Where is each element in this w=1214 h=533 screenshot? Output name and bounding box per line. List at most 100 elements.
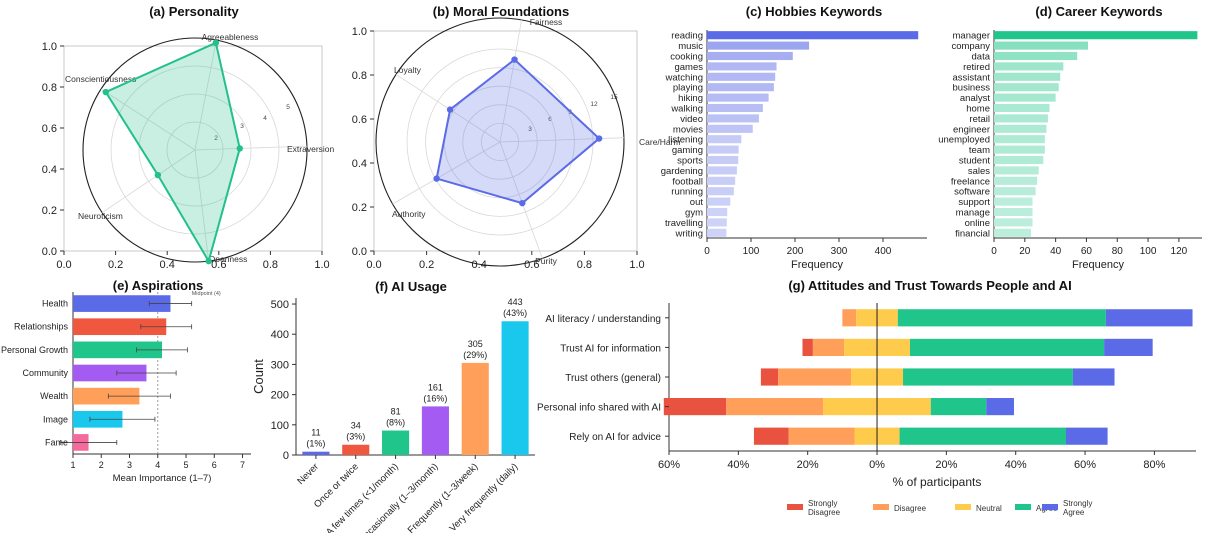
x-axis-label: Frequency xyxy=(791,259,843,271)
x-tick-label: 60 xyxy=(1081,246,1093,257)
bar-segment-strongly-agree xyxy=(1104,338,1153,356)
bar xyxy=(501,321,529,455)
bar xyxy=(707,187,734,196)
bar-segment-strongly-disagree xyxy=(760,368,779,386)
bar-category-label: Trust others (general) xyxy=(565,373,661,384)
radar-axis-label: Openness xyxy=(209,254,248,264)
frame-x-tick-label: 1.0 xyxy=(314,259,329,271)
bar xyxy=(707,207,728,217)
bar-category-label: reading xyxy=(671,31,703,42)
frame-x-tick-label: 1.0 xyxy=(629,259,644,271)
radar-spoke xyxy=(194,149,210,262)
radar-outer-ring xyxy=(82,37,308,263)
x-tick-label: 200 xyxy=(787,246,804,257)
bar-value-label: 34 xyxy=(351,421,361,431)
bar-value-label: 161 xyxy=(428,382,443,392)
radar-data-point xyxy=(511,56,518,63)
bar xyxy=(994,31,1198,40)
bar xyxy=(707,218,727,227)
bar-percent-label: (16%) xyxy=(423,393,447,403)
frame-y-tick-label: 0.8 xyxy=(352,70,367,82)
bar-percent-label: (3%) xyxy=(346,432,365,442)
bar-category-label: Personal info shared with AI xyxy=(537,403,661,414)
radar-data-point xyxy=(212,39,220,47)
bar-category-label: playing xyxy=(673,83,703,94)
frame-axes-box xyxy=(373,30,638,252)
bar-segment-strongly-agree xyxy=(1065,427,1108,445)
bar-category-label: Community xyxy=(22,368,68,378)
radar-data-point xyxy=(433,175,440,182)
bar-category-label: online xyxy=(965,218,990,229)
bar xyxy=(73,341,162,359)
bar xyxy=(73,318,167,336)
radar-axis-label: Loyalty xyxy=(394,65,422,75)
bar-category-label: hiking xyxy=(678,93,703,104)
bar-category-label: travelling xyxy=(665,218,703,229)
chart-title: (c) Hobbies Keywords xyxy=(746,4,883,19)
radar-gridline-ring xyxy=(425,67,575,217)
chart-title: (d) Career Keywords xyxy=(1035,4,1162,19)
bar-category-label: team xyxy=(969,145,990,156)
bar xyxy=(707,72,776,81)
bar xyxy=(994,176,1038,185)
x-tick-label: 40% xyxy=(727,459,749,471)
bar-category-label: Image xyxy=(43,414,68,424)
legend-label: Neutral xyxy=(976,504,1002,513)
bar-category-label: Wealth xyxy=(40,391,68,401)
radar-gridline-ring xyxy=(110,65,280,235)
bar xyxy=(994,207,1033,217)
radar-tick-label: 3 xyxy=(240,123,244,130)
frame-y-tick-label: 0.4 xyxy=(352,158,367,170)
x-tick-label: 100 xyxy=(1140,246,1157,257)
bar xyxy=(707,166,737,175)
bar-percent-label: (1%) xyxy=(306,439,325,449)
legend-swatch xyxy=(1015,504,1031,510)
bar-category-label: walking xyxy=(670,104,703,115)
bar xyxy=(994,103,1050,113)
bar-category-label: running xyxy=(671,187,703,198)
x-tick-label: 4 xyxy=(155,460,160,470)
radar-gridline-ring xyxy=(480,123,519,162)
bar xyxy=(707,62,777,71)
y-tick-label: 100 xyxy=(271,420,289,432)
bar-segment-agree xyxy=(899,427,1066,445)
radar-axis-label: Conscientiousness xyxy=(65,74,136,84)
radar-spoke xyxy=(499,19,522,143)
bar-category-label: AI literacy / understanding xyxy=(545,314,661,325)
bar-category-label: video xyxy=(680,114,703,125)
bar xyxy=(707,93,769,102)
bar xyxy=(707,228,727,237)
bar-category-label: music xyxy=(678,41,703,52)
bar-segment-agree xyxy=(903,368,1073,386)
bar-segment-strongly-agree xyxy=(986,398,1014,416)
bar-category-label: engineer xyxy=(953,124,990,135)
bar xyxy=(382,430,410,455)
radar-axis-label: Care/Harm xyxy=(639,137,681,147)
bar xyxy=(994,155,1044,165)
bar-value-label: 443 xyxy=(508,297,523,307)
radar-data-point xyxy=(519,199,526,207)
bar-category-label: unemployed xyxy=(938,135,990,146)
bar-segment-strongly-disagree xyxy=(753,427,789,445)
bar xyxy=(707,31,919,40)
chart-title: (a) Personality xyxy=(149,4,239,19)
bar xyxy=(994,62,1064,71)
radar-axis-label: Agreeableness xyxy=(202,32,259,42)
bar-percent-label: (43%) xyxy=(503,308,527,318)
bar-category-label: retail xyxy=(969,114,990,125)
y-tick-label: 400 xyxy=(271,329,289,341)
bar xyxy=(707,145,739,154)
frame-x-tick-label: 0.4 xyxy=(472,259,487,271)
bar xyxy=(994,51,1078,61)
bar-category-label: home xyxy=(966,104,990,115)
radar-data-point xyxy=(102,88,109,96)
bar-category-label: data xyxy=(972,52,991,63)
bar-segment-disagree xyxy=(812,338,845,356)
bar-category-label: gaming xyxy=(672,145,703,156)
radar-spoke xyxy=(194,39,217,151)
x-tick-label: 0 xyxy=(991,246,997,257)
radar-tick-label: 2 xyxy=(214,135,218,142)
bar xyxy=(994,187,1036,196)
x-tick-label: 300 xyxy=(831,246,848,257)
x-tick-label: 120 xyxy=(1171,246,1188,257)
